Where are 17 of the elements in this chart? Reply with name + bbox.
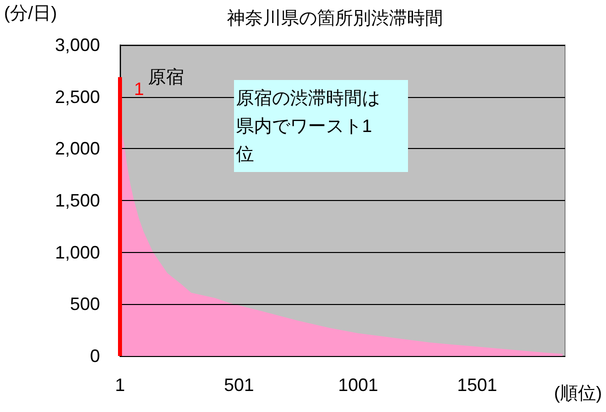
- y-tick-label: 1,000: [54, 242, 100, 262]
- annotation: 原宿: [148, 67, 184, 87]
- x-tick-label: 1: [114, 375, 126, 395]
- y-tick-label: 1,500: [54, 190, 100, 210]
- x-tick-label: 501: [224, 375, 254, 395]
- x-tick-label: 1501: [457, 375, 498, 395]
- annotation: 原宿の渋滞時間は県内でワースト1位: [236, 88, 380, 164]
- y-tick-label: 500: [70, 294, 100, 314]
- y-tick-label: 2,000: [54, 138, 100, 159]
- y-axis-title: (分/日): [4, 3, 57, 23]
- y-tick-label: 2,500: [54, 86, 100, 107]
- chart-title: 神奈川県の箇所別渋滞時間: [227, 8, 443, 28]
- annotation: 1: [134, 79, 144, 100]
- x-tick-label: 1001: [338, 375, 378, 395]
- y-tick-label: 3,000: [54, 35, 100, 55]
- x-axis-title: (順位): [554, 383, 602, 403]
- y-tick-label: 0: [90, 346, 100, 366]
